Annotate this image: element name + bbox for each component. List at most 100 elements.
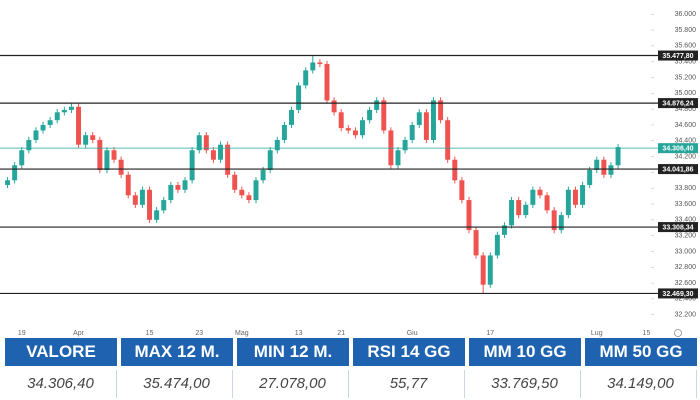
candle-body [246, 195, 252, 201]
candle-body [594, 159, 600, 171]
candle-body [76, 106, 82, 145]
candle-body [83, 135, 89, 145]
y-tick-label: 33.600 [675, 201, 697, 208]
candle-body [111, 150, 117, 160]
price-tag [658, 164, 698, 175]
candle-body [480, 255, 486, 285]
x-tick-label: 19 [18, 330, 26, 337]
candle-body [125, 174, 131, 196]
candle-body [281, 124, 287, 140]
candle-body [147, 189, 153, 220]
candle-body [374, 100, 380, 110]
candle-body [139, 189, 145, 205]
y-tick-label: 32.600 [675, 280, 697, 287]
candle-body [345, 128, 351, 131]
candle-body [68, 106, 74, 110]
candle-body [615, 147, 621, 166]
candle-body [175, 185, 181, 190]
candle-body [367, 109, 373, 121]
candle-body [203, 135, 209, 151]
table-value: 55,77 [353, 370, 465, 398]
candle-body [416, 112, 422, 125]
candle-body [97, 139, 103, 171]
candle-body [161, 200, 167, 211]
candle-body [537, 189, 543, 196]
candle-body [253, 180, 259, 201]
candle-body [118, 159, 124, 175]
candle-body [530, 189, 536, 205]
table-header: MM 50 GG [585, 338, 697, 366]
candle-body [360, 120, 365, 136]
x-tick-label: 23 [195, 330, 203, 337]
x-tick-label: 17 [486, 330, 494, 337]
y-tick-label: 33.000 [675, 248, 697, 255]
table-value: 35.474,00 [121, 370, 233, 398]
y-tick-label: 33.200 [675, 232, 697, 239]
candle-body [26, 139, 32, 151]
candle-body [331, 100, 337, 113]
candle-body [558, 215, 564, 231]
y-tick-label: 32.200 [675, 312, 697, 319]
candle-body [544, 195, 550, 211]
candle-body [551, 210, 557, 231]
candle-body [494, 234, 500, 256]
candle-body [473, 230, 479, 256]
candle-body [572, 189, 578, 205]
candle-body [438, 100, 444, 121]
candle-body [239, 189, 245, 196]
candle-body [466, 200, 472, 231]
candle-body [232, 174, 238, 190]
x-tick-label: 15 [643, 330, 651, 337]
y-tick-label: 32.800 [675, 264, 697, 271]
candle-body [338, 112, 344, 129]
y-tick-label: 35.200 [675, 74, 697, 81]
candle-body [445, 120, 451, 160]
candle-body [317, 62, 323, 65]
price-tag [658, 98, 698, 109]
candle-body [189, 150, 195, 181]
table-value: 27.078,00 [237, 370, 349, 398]
x-tick-label: 21 [337, 330, 345, 337]
y-tick-label: 35.600 [675, 43, 697, 50]
candle-body [601, 159, 607, 175]
y-tick-label: 35.000 [675, 90, 697, 97]
x-tick-label: Lug [591, 330, 603, 337]
candle-body [5, 180, 11, 186]
table-header: MIN 12 M. [237, 338, 349, 366]
y-tick-label: 34.800 [675, 106, 697, 113]
candle-body [402, 139, 408, 151]
candle-body [381, 100, 387, 131]
candle-body [132, 195, 138, 205]
candle-body [324, 64, 330, 101]
table-header: MM 10 GG [469, 338, 581, 366]
table-value: 34.306,40 [5, 370, 117, 398]
table-value: 34.149,00 [585, 370, 697, 398]
candle-body [523, 204, 529, 216]
candle-body [260, 170, 266, 181]
price-tag [658, 50, 698, 61]
candle-body [310, 62, 316, 71]
candle-body [274, 139, 280, 151]
candle-body [154, 210, 160, 220]
candle-body [516, 200, 522, 216]
price-tag-label: 34.041,86 [662, 166, 693, 173]
candle-body [210, 150, 216, 160]
y-tick-label: 34.200 [675, 153, 697, 160]
candle-body [509, 200, 515, 226]
y-tick-label: 33.400 [675, 217, 697, 224]
price-tag [658, 143, 698, 154]
clock-icon[interactable] [674, 329, 682, 337]
candle-body [19, 150, 25, 166]
candle-body [430, 100, 436, 140]
candle-body [587, 170, 593, 186]
table-header: VALORE [5, 338, 117, 366]
y-tick-label: 35.400 [675, 59, 697, 66]
y-tick-label: 34.400 [675, 138, 697, 145]
candle-body [40, 124, 46, 131]
price-tag-label: 32.469,30 [662, 291, 693, 298]
x-tick-label: Apr [73, 330, 85, 337]
table-value: 33.769,50 [469, 370, 581, 398]
table-header: RSI 14 GG [353, 338, 465, 366]
candle-body [33, 130, 39, 140]
